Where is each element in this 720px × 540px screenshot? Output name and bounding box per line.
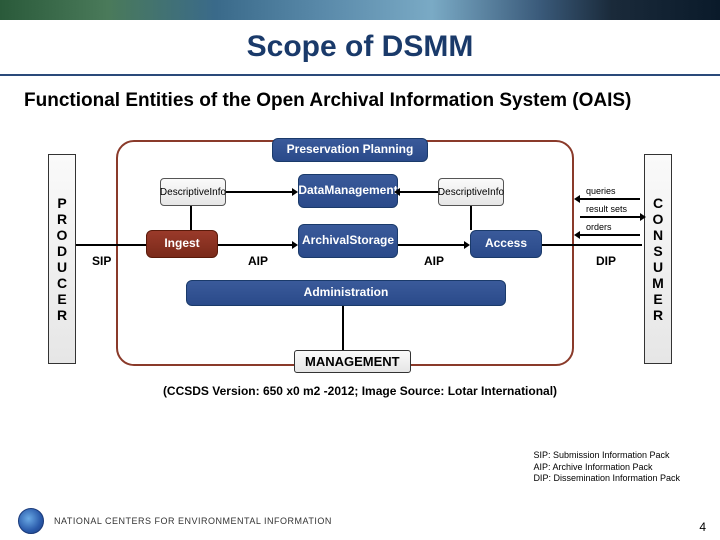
- block-admin: Administration: [186, 280, 506, 306]
- block-ingest: Ingest: [146, 230, 218, 258]
- oais-diagram: PRODUCER CONSUMER Preservation Planning …: [40, 124, 680, 424]
- legend-sip: SIP: Submission Information Pack: [533, 450, 680, 461]
- line-desc-dm-l: [226, 191, 292, 193]
- line-desc-access: [470, 206, 472, 230]
- label-orders: orders: [586, 222, 612, 232]
- label-dip: DIP: [596, 254, 616, 268]
- page-number: 4: [699, 520, 706, 534]
- block-archival: ArchivalStorage: [298, 224, 398, 258]
- page-title: Scope of DSMM: [0, 30, 720, 64]
- block-desc-info-left: DescriptiveInfo: [160, 178, 226, 206]
- line-desc-ingest: [190, 206, 192, 230]
- block-desc-info-right: DescriptiveInfo: [438, 178, 504, 206]
- producer-bar: PRODUCER: [48, 154, 76, 364]
- label-aip-l: AIP: [248, 254, 268, 268]
- block-preservation: Preservation Planning: [272, 138, 428, 162]
- block-access: Access: [470, 230, 542, 258]
- subtitle: Functional Entities of the Open Archival…: [0, 76, 720, 120]
- title-area: Scope of DSMM: [0, 20, 720, 70]
- label-aip-r: AIP: [424, 254, 444, 268]
- legend: SIP: Submission Information Pack AIP: Ar…: [533, 450, 680, 484]
- line-prod-ingest: [76, 244, 146, 246]
- top-banner: [0, 0, 720, 20]
- line-desc-dm-r: [400, 191, 438, 193]
- legend-dip: DIP: Dissemination Information Pack: [533, 473, 680, 484]
- line-queries: [580, 198, 640, 200]
- line-access-cons: [542, 244, 642, 246]
- footer: NATIONAL CENTERS FOR ENVIRONMENTAL INFOR…: [0, 508, 720, 534]
- line-admin-mgmt: [342, 306, 344, 350]
- management-box: MANAGEMENT: [294, 350, 411, 373]
- line-results: [580, 216, 640, 218]
- footer-text: NATIONAL CENTERS FOR ENVIRONMENTAL INFOR…: [54, 516, 332, 526]
- line-ingest-arch: [218, 244, 292, 246]
- noaa-logo-icon: [18, 508, 44, 534]
- line-arch-access: [398, 244, 464, 246]
- label-sip: SIP: [92, 254, 111, 268]
- block-data-mgmt: DataManagement: [298, 174, 398, 208]
- label-result-sets: result sets: [586, 204, 627, 214]
- legend-aip: AIP: Archive Information Pack: [533, 462, 680, 473]
- caption: (CCSDS Version: 650 x0 m2 -2012; Image S…: [40, 384, 680, 398]
- line-orders: [580, 234, 640, 236]
- label-queries: queries: [586, 186, 616, 196]
- consumer-bar: CONSUMER: [644, 154, 672, 364]
